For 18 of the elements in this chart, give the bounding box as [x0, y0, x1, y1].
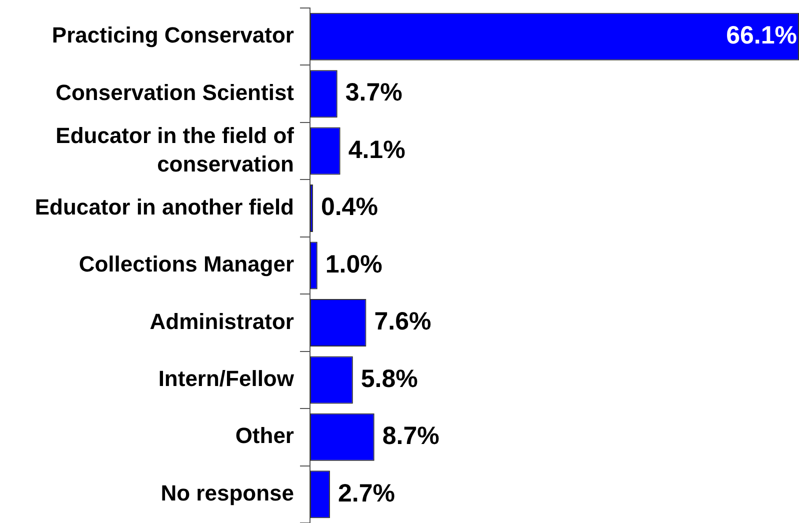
y-tick-label: Intern/Fellow: [158, 366, 295, 392]
y-tick-label: Collections Manager: [78, 252, 294, 277]
y-tick-label: Practicing Conservator: [52, 22, 294, 48]
y-tick-label: No response: [160, 480, 294, 506]
y-tick-label: Other: [235, 423, 294, 448]
data-label: 1.0%: [325, 250, 382, 278]
y-tick-label: Educator in another field: [34, 194, 294, 220]
data-label: 3.7%: [345, 78, 402, 107]
data-label: 5.8%: [360, 364, 418, 393]
y-tick-label: Educator in the field of conservation: [56, 122, 295, 176]
data-label: 66.1%: [726, 22, 797, 50]
data-label: 2.7%: [338, 479, 395, 508]
y-tick-label: Administrator: [150, 308, 294, 334]
data-label: 0.4%: [320, 193, 378, 222]
data-label: 8.7%: [382, 422, 440, 450]
y-tick-label: Conservation Scientist: [56, 80, 295, 105]
data-label: 4.1%: [348, 136, 406, 164]
data-label: 7.6%: [374, 308, 432, 336]
